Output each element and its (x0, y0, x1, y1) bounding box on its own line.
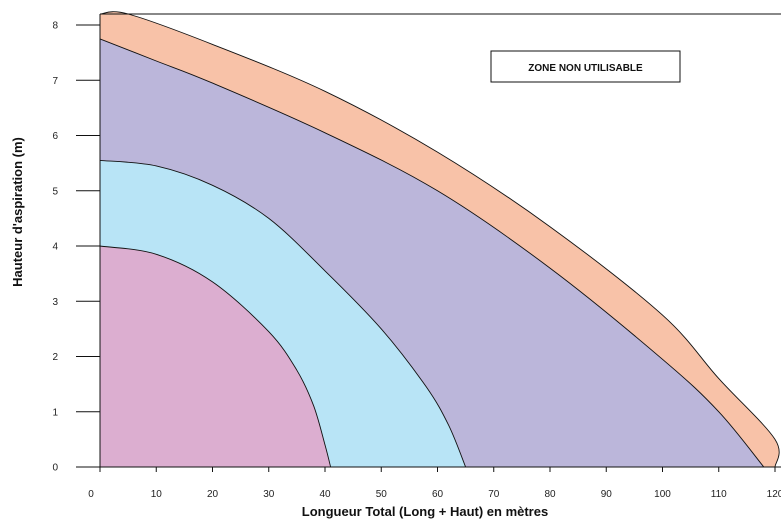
zone-boundary-4 (99, 245, 332, 468)
x-tick-label: 120 (767, 489, 781, 500)
y-tick-label: 7 (52, 76, 58, 87)
zones-layer (99, 11, 780, 468)
x-tick-label: 110 (711, 489, 727, 500)
y-tick-label: 2 (52, 352, 58, 363)
x-tick-label: 0 (88, 489, 94, 500)
x-tick-label: 10 (151, 489, 163, 500)
x-tick-label: 20 (207, 489, 219, 500)
x-tick-label: 30 (263, 489, 275, 500)
x-tick-label: 50 (376, 489, 388, 500)
y-tick-label: 5 (52, 186, 58, 197)
y-axis-title: Hauteur d'aspiration (m) (10, 137, 25, 287)
ticks-layer: 0 10 20 30 40 50 60 70 80 90 100 110 120 0 1 2 3 4 5 6 7 8 (52, 21, 781, 500)
y-tick-label: 3 (52, 297, 58, 308)
x-tick-label: 90 (601, 489, 613, 500)
y-tick-label: 8 (52, 21, 58, 32)
y-tick-label: 0 (52, 463, 58, 474)
zone-fill-4 (100, 246, 331, 467)
zone-boundary-2 (99, 38, 765, 468)
y-tick-label: 6 (52, 131, 58, 142)
zone-label-box: ZONE NON UTILISABLE (490, 50, 681, 83)
x-tick-label: 40 (319, 489, 331, 500)
x-axis-title: Longueur Total (Long + Haut) en mètres (302, 504, 548, 519)
y-tick-label: 1 (52, 407, 58, 418)
axes-layer (80, 13, 781, 468)
y-tick-label: 4 (52, 242, 58, 253)
x-tick-label: 70 (488, 489, 500, 500)
x-tick-label: 60 (432, 489, 444, 500)
zone-label-text: ZONE NON UTILISABLE (528, 63, 643, 74)
x-tick-label: 100 (654, 489, 671, 500)
zone-boundary-3 (99, 159, 467, 468)
zone-label-frame (490, 50, 681, 83)
zone-boundary-1 (99, 11, 780, 468)
x-tick-label: 80 (544, 489, 556, 500)
